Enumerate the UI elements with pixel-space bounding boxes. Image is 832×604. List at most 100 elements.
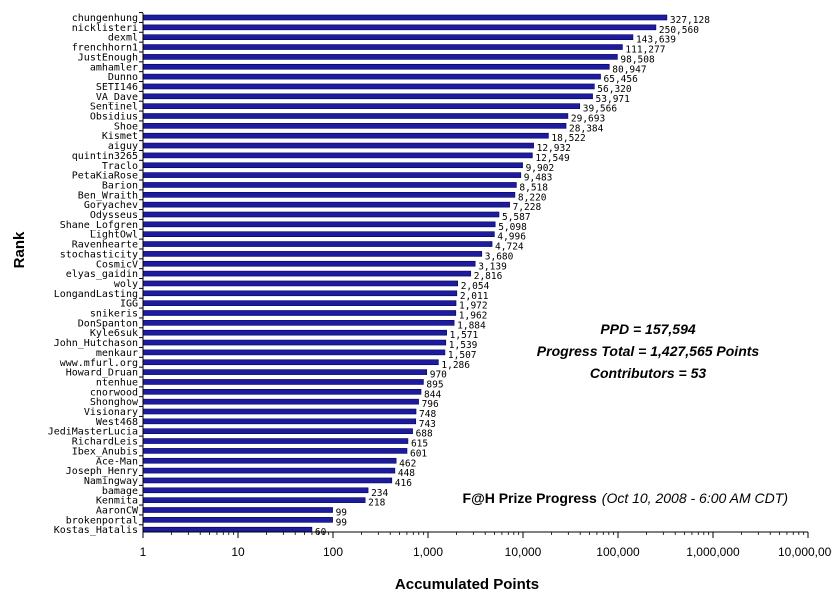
category-label: Ben_Wraith [78, 190, 138, 201]
value-label: 250,560 [659, 25, 699, 36]
bar-LongandLasting [142, 290, 458, 297]
bar-VA_Dave [142, 93, 593, 100]
value-label: 748 [419, 409, 436, 420]
category-label: Odysseus [90, 210, 138, 221]
category-label: elyas_gaidin [66, 269, 138, 280]
bar-DonSpanton [142, 320, 455, 326]
category-label: dexml [108, 33, 138, 44]
value-label: 1,507 [448, 350, 477, 361]
value-label: 98,508 [620, 54, 655, 65]
x-tick-label: 1,000,000 [686, 545, 740, 559]
category-label: quintin3265 [72, 151, 138, 162]
bar-elyas_gaidin [142, 270, 472, 277]
bar-www.mfurl.org [142, 359, 439, 366]
value-label: 1,962 [459, 311, 488, 322]
value-label: 9,483 [524, 173, 553, 184]
x-tick-label: 10 [231, 545, 245, 559]
y-axis-title: Rank [11, 231, 28, 268]
bar-Shonghow [142, 398, 419, 405]
value-label: 1,571 [450, 330, 479, 341]
axes-group [139, 12, 808, 533]
bar-aiguy [142, 142, 534, 149]
bar-ntenhue [142, 379, 424, 385]
bar-John_Hutchason [142, 339, 447, 346]
x-ticks-group: 1 10 100 1,000 10,000 100,000 1,000,000 10,000,… [140, 532, 832, 559]
value-label: 2,816 [474, 271, 503, 282]
category-label: www.mfurl.org [60, 358, 138, 369]
value-label: 895 [426, 379, 443, 390]
bar-Dunno [142, 73, 601, 80]
category-label: PetaKiaRose [72, 171, 138, 182]
value-label: 3,139 [478, 261, 507, 272]
value-label: 1,539 [449, 340, 478, 351]
value-label: 1,972 [459, 301, 488, 312]
category-label: Dunno [108, 72, 138, 83]
category-label: Obsidius [90, 112, 138, 123]
bars-group [142, 14, 668, 533]
bar-dexml [142, 34, 634, 41]
value-label: 80,947 [612, 64, 646, 75]
value-label: 2,011 [460, 291, 489, 302]
bar-Ben_Wraith [142, 192, 516, 198]
category-label: brokenportal [66, 515, 138, 526]
value-label: 4,996 [497, 232, 526, 243]
bar-Ibex_Anubis [142, 448, 408, 454]
category-label: LightOwl [90, 230, 138, 241]
category-label: cnorwood [90, 387, 138, 398]
progress-total-annotation: Progress Total = 1,427,565 Points [537, 343, 760, 359]
value-label: 601 [410, 448, 427, 459]
category-label: frenchhorn1 [72, 43, 138, 54]
value-label: 844 [424, 389, 441, 400]
value-label: 56,320 [597, 84, 632, 95]
category-label: woly [114, 279, 138, 290]
value-label: 218 [368, 498, 385, 509]
value-label: 5,587 [502, 212, 531, 223]
value-label: 28,384 [569, 123, 604, 134]
value-label: 39,566 [583, 104, 618, 115]
bar-Kismet [142, 132, 549, 139]
x-axis-title: Accumulated Points [395, 576, 539, 593]
value-label: 3,680 [485, 251, 514, 262]
category-label: amhamler [90, 62, 138, 73]
bar-LightOwl [142, 231, 495, 237]
category-label: ntenhue [96, 377, 138, 388]
bar-Obsidius [142, 113, 569, 119]
value-label: 615 [411, 439, 428, 450]
category-label: John_Hutchason [54, 338, 138, 349]
value-label: 9,902 [526, 163, 555, 174]
value-label: 53,971 [596, 94, 631, 105]
value-label: 99 [336, 508, 348, 519]
value-label: 4,724 [495, 242, 524, 253]
value-label: 2,054 [461, 281, 490, 292]
category-labels-group: chungenhungnicklisteridexmlfrenchhorn1Ju… [48, 13, 139, 536]
chart-subtitle: (Oct 10, 2008 - 6:00 AM CDT) [602, 490, 788, 506]
category-label: Goryachev [84, 200, 138, 211]
value-label: 60 [315, 527, 327, 538]
bar-CosmicV [142, 260, 476, 267]
value-label: 8,220 [518, 192, 547, 203]
bar-cnorwood [142, 388, 422, 395]
chart-title-line: F@H Prize Progress (Oct 10, 2008 - 6:00 A… [463, 490, 788, 506]
category-label: Kostas_Hatalis [54, 525, 138, 536]
bar-AaronCW [142, 507, 333, 513]
value-label: 65,456 [604, 74, 639, 85]
bar-Traclo [142, 162, 523, 169]
x-tick-label: 10,000,000 [778, 545, 832, 559]
category-label: Shoe [114, 121, 138, 132]
bar-stochasticity [142, 251, 483, 257]
category-label: Kyle6suk [90, 328, 138, 339]
value-labels-group: 327,128250,560143,639111,27798,50880,947… [315, 15, 710, 538]
bar-JediMasterLucia [142, 428, 413, 435]
bar-Ravenhearte [142, 241, 493, 247]
value-label: 7,228 [513, 202, 542, 213]
category-label: AaronCW [96, 506, 139, 517]
x-tick-label: 1 [140, 545, 147, 559]
bar-Shane_Lofgren [142, 221, 496, 228]
bar-Kostas_Hatalis [142, 526, 313, 533]
category-label: JustEnough [78, 52, 138, 63]
bar-amhamler [142, 63, 610, 70]
category-label: Howard_Druan [66, 368, 138, 379]
bar-PetaKiaRose [142, 172, 522, 178]
category-label: Kismet [102, 131, 138, 142]
